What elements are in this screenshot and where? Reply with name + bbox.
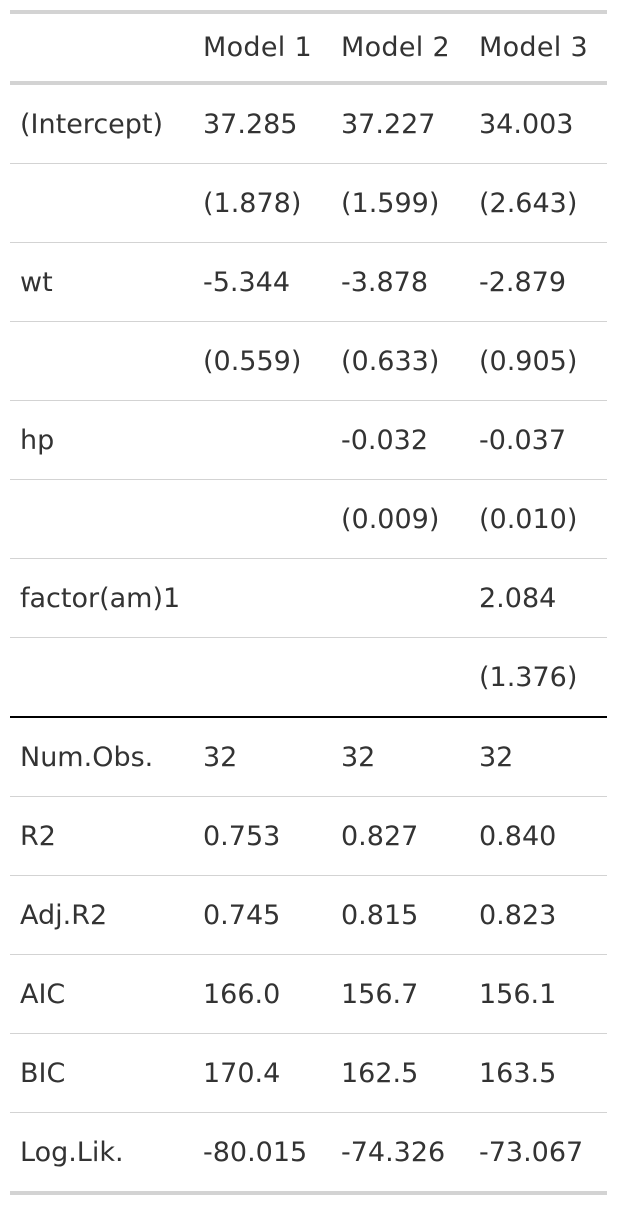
table-cell: (0.009): [331, 479, 469, 559]
regression-table: Model 1 Model 2 Model 3 (Intercept) 37.2…: [10, 14, 607, 1191]
table-cell: -73.067: [469, 1112, 607, 1191]
table-cell: [193, 479, 331, 559]
table-row: (1.878) (1.599) (2.643): [10, 163, 607, 243]
header-cell-model-2: Model 2: [341, 32, 450, 63]
row-label: [10, 479, 193, 559]
table-row: R2 0.753 0.827 0.840: [10, 796, 607, 876]
table-cell: [331, 558, 469, 638]
table-row: Log.Lik. -80.015 -74.326 -73.067: [10, 1112, 607, 1191]
table-cell: (0.905): [469, 321, 607, 401]
table-cell: 166.0: [193, 954, 331, 1034]
row-label: Num.Obs.: [10, 716, 193, 797]
table-cell: (1.376): [469, 637, 607, 717]
row-label: [10, 637, 193, 717]
table-cell: 32: [469, 716, 607, 797]
table-row: BIC 170.4 162.5 163.5: [10, 1033, 607, 1113]
table-cell: (0.010): [469, 479, 607, 559]
row-label: Adj.R2: [10, 875, 193, 955]
table-cell: [193, 400, 331, 480]
bottom-rule: [10, 1191, 607, 1195]
table-cell: [193, 637, 331, 717]
table-cell: 2.084: [469, 558, 607, 638]
table-cell: 32: [193, 716, 331, 797]
table-cell: (1.599): [331, 163, 469, 243]
regression-table-container: Model 1 Model 2 Model 3 (Intercept) 37.2…: [10, 10, 607, 1195]
table-cell: (1.878): [193, 163, 331, 243]
table-cell: 32: [331, 716, 469, 797]
table-cell: 0.745: [193, 875, 331, 955]
header-row: Model 1 Model 2 Model 3: [10, 14, 607, 83]
row-label: [10, 163, 193, 243]
table-row: (0.009) (0.010): [10, 479, 607, 559]
header-cell-model-3: Model 3: [479, 32, 588, 63]
row-label: [10, 321, 193, 401]
row-label: hp: [10, 400, 193, 480]
table-cell: [331, 637, 469, 717]
table-cell: 37.227: [341, 108, 436, 140]
row-label: Log.Lik.: [10, 1112, 193, 1191]
top-rule: [10, 10, 607, 14]
table-cell: (2.643): [469, 163, 607, 243]
row-label: factor(am)1: [10, 558, 193, 638]
row-label: AIC: [10, 954, 193, 1034]
table-cell: [193, 558, 331, 638]
table-cell: 0.753: [193, 796, 331, 876]
table-row: Num.Obs. 32 32 32: [10, 716, 607, 797]
table-row: hp -0.032 -0.037: [10, 400, 607, 480]
table-cell: 37.285: [203, 108, 298, 140]
row-label: BIC: [10, 1033, 193, 1113]
table-cell: -74.326: [331, 1112, 469, 1191]
table-cell: -2.879: [469, 242, 607, 322]
table-row: factor(am)1 2.084: [10, 558, 607, 638]
table-row: wt -5.344 -3.878 -2.879: [10, 242, 607, 322]
table-cell: 162.5: [331, 1033, 469, 1113]
table-cell: -0.037: [469, 400, 607, 480]
coefficient-section: (Intercept) 37.285 37.227 34.003 (1.878)…: [10, 83, 607, 717]
goodness-of-fit-section: Num.Obs. 32 32 32 R2 0.753 0.827 0.840 A…: [10, 716, 607, 1191]
table-row: AIC 166.0 156.7 156.1: [10, 954, 607, 1034]
header-cell-model-1: Model 1: [203, 32, 312, 63]
table-cell: -0.032: [331, 400, 469, 480]
row-label: R2: [10, 796, 193, 876]
table-cell: 0.815: [331, 875, 469, 955]
header-cell-term: [10, 14, 193, 83]
table-cell: -80.015: [193, 1112, 331, 1191]
table-cell: 0.840: [469, 796, 607, 876]
table-cell: (0.633): [331, 321, 469, 401]
table-row: (Intercept) 37.285 37.227 34.003: [10, 83, 607, 164]
table-cell: 163.5: [469, 1033, 607, 1113]
table-cell: 156.7: [331, 954, 469, 1034]
table-row: (0.559) (0.633) (0.905): [10, 321, 607, 401]
table-cell: -3.878: [331, 242, 469, 322]
row-label: (Intercept): [20, 108, 164, 140]
table-cell: -5.344: [193, 242, 331, 322]
table-row: Adj.R2 0.745 0.815 0.823: [10, 875, 607, 955]
table-cell: 156.1: [469, 954, 607, 1034]
table-cell: 0.823: [469, 875, 607, 955]
row-label: wt: [10, 242, 193, 322]
table-cell: 170.4: [193, 1033, 331, 1113]
table-cell: 34.003: [479, 108, 574, 140]
table-cell: (0.559): [193, 321, 331, 401]
table-cell: 0.827: [331, 796, 469, 876]
table-row: (1.376): [10, 637, 607, 717]
